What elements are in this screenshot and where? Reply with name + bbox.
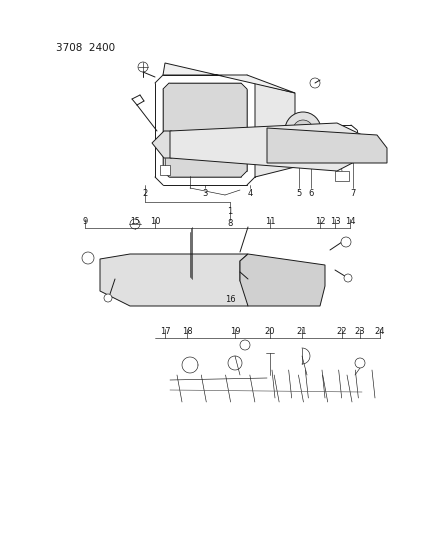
Text: 11: 11 (265, 217, 275, 227)
Circle shape (310, 78, 320, 88)
Text: 4: 4 (247, 189, 253, 198)
Polygon shape (255, 83, 295, 177)
Circle shape (240, 340, 250, 350)
Text: 5: 5 (296, 189, 302, 198)
Circle shape (104, 294, 112, 302)
Text: 3708  2400: 3708 2400 (56, 43, 115, 53)
Polygon shape (335, 171, 349, 181)
Polygon shape (152, 131, 172, 158)
Circle shape (335, 149, 343, 157)
Text: 21: 21 (297, 327, 307, 336)
Circle shape (293, 120, 313, 140)
Polygon shape (163, 63, 295, 93)
Text: 23: 23 (355, 327, 366, 336)
Text: 1: 1 (227, 207, 233, 216)
Polygon shape (163, 83, 247, 177)
Text: 24: 24 (375, 327, 385, 336)
Text: 7: 7 (350, 189, 356, 198)
Polygon shape (170, 123, 362, 171)
Text: 13: 13 (330, 217, 340, 227)
Text: 6: 6 (308, 189, 314, 198)
Circle shape (82, 252, 94, 264)
Polygon shape (267, 128, 387, 163)
Circle shape (285, 112, 321, 148)
Text: 15: 15 (130, 216, 140, 225)
Text: 2: 2 (143, 189, 148, 198)
Text: 18: 18 (182, 327, 192, 336)
Polygon shape (100, 254, 248, 306)
Text: 12: 12 (315, 217, 325, 227)
Text: 19: 19 (230, 327, 240, 336)
Text: 16: 16 (225, 295, 235, 304)
Text: 14: 14 (345, 217, 355, 227)
Circle shape (341, 237, 351, 247)
Circle shape (228, 356, 242, 370)
Circle shape (344, 274, 352, 282)
Text: 8: 8 (227, 220, 233, 229)
Text: 20: 20 (265, 327, 275, 336)
Text: 10: 10 (150, 217, 160, 227)
Polygon shape (160, 165, 170, 175)
Text: 9: 9 (82, 217, 88, 227)
Text: 22: 22 (337, 327, 347, 336)
Circle shape (355, 358, 365, 368)
Polygon shape (240, 254, 325, 306)
Text: 17: 17 (160, 327, 170, 336)
Circle shape (138, 62, 148, 72)
Circle shape (130, 219, 140, 229)
Text: 3: 3 (202, 189, 208, 198)
